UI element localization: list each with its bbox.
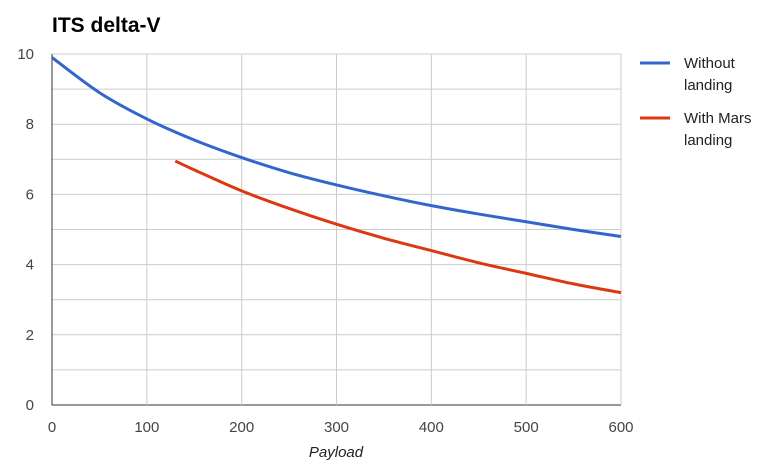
x-tick-label: 200 xyxy=(229,419,254,436)
y-tick-label: 2 xyxy=(26,327,34,344)
y-tick-label: 4 xyxy=(26,257,34,274)
x-tick-label: 400 xyxy=(419,419,444,436)
series-line-0 xyxy=(51,56,622,239)
x-tick-label: 300 xyxy=(324,419,349,436)
legend: Without landing With Mars landing xyxy=(640,55,752,149)
grid xyxy=(51,53,622,406)
series-lines xyxy=(51,56,622,295)
y-tick-label: 0 xyxy=(26,397,34,414)
x-tick-label: 0 xyxy=(48,419,56,436)
y-tick-label: 8 xyxy=(26,116,34,133)
x-tick-label: 500 xyxy=(514,419,539,436)
x-axis-label: Payload xyxy=(309,444,364,460)
y-tick-label: 6 xyxy=(26,186,34,203)
x-tick-label: 100 xyxy=(134,419,159,436)
y-tick-label: 10 xyxy=(17,46,34,63)
legend-label-0: Without landing xyxy=(684,55,736,94)
series-line-1 xyxy=(174,159,622,295)
legend-label-1: With Mars landing xyxy=(684,110,752,149)
chart-title: ITS delta-V xyxy=(52,14,161,37)
x-tick-label: 600 xyxy=(608,419,633,436)
